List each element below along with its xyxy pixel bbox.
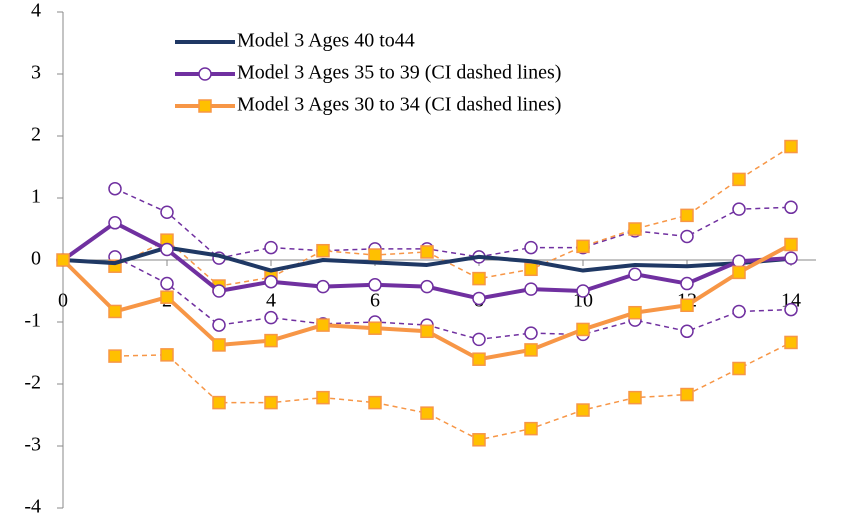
ci-marker: [524, 240, 538, 255]
ci-marker: [784, 139, 798, 154]
ci-marker: [784, 200, 798, 215]
x-tick-label: 4: [266, 290, 276, 312]
point: [316, 279, 330, 294]
legend-marker: [198, 99, 212, 113]
point: [368, 321, 382, 335]
y-tick-label: 2: [31, 124, 41, 146]
ci-marker: [680, 324, 694, 339]
ci-marker: [732, 361, 746, 376]
point: [212, 338, 226, 352]
ci-marker: [680, 208, 694, 223]
y-tick-label: 0: [31, 248, 41, 270]
point: [108, 216, 122, 230]
point: [680, 298, 694, 313]
ci-marker: [212, 318, 226, 332]
point: [784, 237, 798, 252]
ci-marker: [472, 433, 486, 447]
legend-label: Model 3 Ages 35 to 39 (CI dashed lines): [237, 62, 561, 84]
ci-line: [114, 341, 792, 441]
point: [420, 279, 434, 294]
ci-marker: [628, 222, 642, 236]
ci-marker: [628, 390, 642, 405]
point: [732, 254, 746, 268]
y-tick-label: -2: [24, 372, 41, 394]
ci-marker: [680, 229, 694, 244]
ci-marker: [680, 387, 694, 402]
ci-marker: [264, 310, 278, 325]
point: [732, 265, 746, 280]
legend-marker: [198, 67, 212, 81]
ci-marker: [784, 302, 798, 317]
point: [160, 242, 174, 257]
ci-marker: [420, 245, 434, 259]
point: [160, 290, 174, 304]
point: [420, 324, 434, 339]
ci-marker: [108, 349, 122, 363]
ci-marker: [160, 276, 174, 291]
ci-marker: [576, 239, 590, 254]
point: [212, 284, 226, 298]
ci-marker: [316, 243, 330, 258]
point: [108, 304, 122, 319]
point: [56, 253, 70, 267]
ci-marker: [524, 326, 538, 340]
ci-marker: [264, 240, 278, 255]
point: [576, 284, 590, 298]
ci-marker: [472, 332, 486, 347]
ci-marker: [368, 395, 382, 410]
ci-marker: [160, 205, 174, 220]
ci-marker: [732, 172, 746, 187]
ci-marker: [108, 181, 122, 196]
ci-marker: [784, 335, 798, 350]
ci-marker: [160, 348, 174, 362]
point: [264, 274, 278, 289]
point: [264, 333, 278, 348]
ci-marker: [732, 202, 746, 216]
ci-line: [114, 256, 792, 341]
point: [628, 267, 642, 282]
ci-marker: [576, 403, 590, 417]
y-tick-label: -4: [24, 496, 41, 518]
point: [524, 282, 538, 296]
legend-label: Model 3 Ages 30 to 34 (CI dashed lines): [237, 94, 561, 116]
y-tick-label: -1: [24, 310, 41, 332]
point: [784, 251, 798, 265]
ci-marker: [212, 395, 226, 410]
point: [472, 352, 486, 366]
ci-marker: [264, 395, 278, 410]
y-tick-label: 1: [31, 186, 41, 208]
point: [316, 318, 330, 332]
ci-marker: [524, 262, 538, 277]
series-line: [62, 245, 792, 273]
point: [524, 343, 538, 357]
point: [368, 278, 382, 292]
point: [680, 276, 694, 291]
point: [472, 291, 486, 306]
ci-marker: [420, 406, 434, 420]
ci-marker: [472, 271, 486, 286]
ci-marker: [368, 248, 382, 262]
ci-marker: [732, 304, 746, 319]
legend-label: Model 3 Ages 40 to44: [237, 30, 415, 52]
ci-marker: [524, 421, 538, 436]
x-tick-label: 0: [58, 290, 68, 312]
point: [576, 322, 590, 337]
ci-line: [114, 188, 792, 259]
y-tick-label: 4: [31, 0, 41, 22]
ci-line: [114, 145, 792, 287]
point: [628, 305, 642, 320]
x-tick-label: 6: [370, 290, 380, 312]
y-tick-label: -3: [24, 434, 41, 456]
ci-marker: [316, 390, 330, 405]
y-tick-label: 3: [31, 62, 41, 84]
